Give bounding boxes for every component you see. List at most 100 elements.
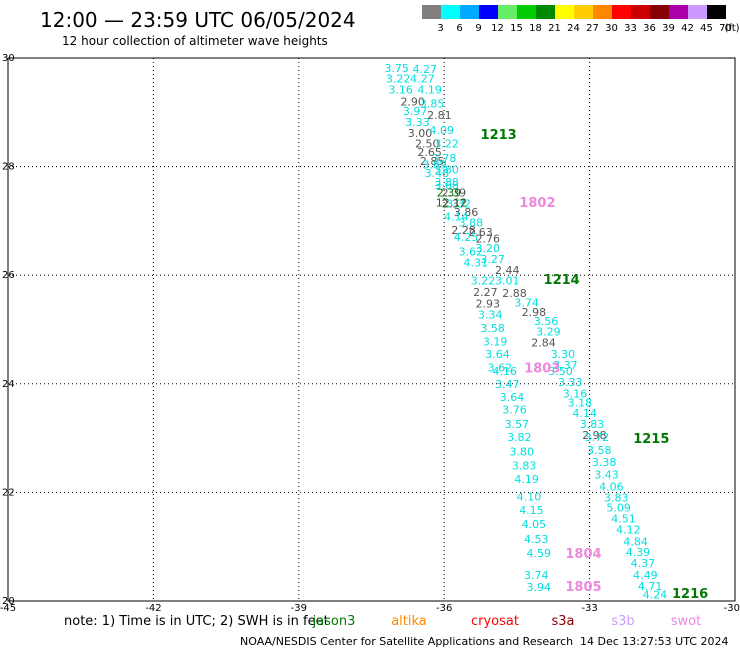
pass-time-label: 1216 — [672, 587, 708, 602]
wave-height-label: 3.50 — [548, 365, 573, 378]
wave-height-label: 3.56 — [534, 315, 559, 328]
pass-time-labels: 1213 1802 1214 1803 1215 1804 1805 1216 — [481, 128, 709, 602]
x-tick-label: -33 — [581, 603, 597, 614]
pass-time-label: 1214 — [544, 273, 580, 288]
legend-label-30: 30 — [605, 23, 618, 34]
y-tick-label: 30 — [2, 53, 15, 64]
wave-height-label: 12.12 — [436, 196, 468, 209]
pass-time-label: 1805 — [565, 580, 601, 595]
wave-height-label: 3.27 — [480, 253, 505, 266]
wave-height-label: 2.76 — [476, 232, 501, 245]
satellite-altika: altika — [391, 614, 427, 629]
legend-swatch-3 — [422, 5, 441, 19]
x-tick-label: -39 — [291, 603, 307, 614]
wave-height-label: 4.31 — [463, 257, 488, 270]
wave-height-label: 3.48 — [425, 167, 450, 180]
legend-label-27: 27 — [586, 23, 599, 34]
wave-height-label: 4.37 — [631, 557, 656, 570]
wave-height-label: 2.63 — [468, 226, 493, 239]
axis-ticks: -45 -42 -39 -36 -33 -30 20 22 24 26 28 30 — [0, 53, 740, 614]
legend-unit: (ft) — [724, 23, 739, 34]
legend-label-6: 6 — [456, 23, 462, 34]
wave-height-label: 3.83 — [580, 418, 605, 431]
wave-height-label: 3.88 — [434, 176, 459, 189]
y-tick-label: 20 — [2, 596, 15, 607]
wave-height-label: 4.15 — [519, 504, 544, 517]
wave-height-label: 2.98 — [522, 306, 547, 319]
wave-height-label: 3.80 — [509, 446, 534, 459]
legend-swatch-42 — [669, 5, 688, 19]
legend-label-3: 3 — [437, 23, 443, 34]
wave-height-label: 4.24 — [643, 588, 668, 601]
legend-swatch-24 — [555, 5, 574, 19]
satellite-legend: jason3 altika cryosat s3a s3b swot — [312, 614, 702, 629]
wave-height-label: 3.57 — [505, 418, 530, 431]
legend-swatch-30 — [593, 5, 612, 19]
y-tick-label: 28 — [2, 162, 15, 173]
legend-swatch-9 — [460, 5, 479, 19]
wave-height-label: 4.06 — [599, 480, 624, 493]
pass-time-label: 1804 — [565, 547, 601, 562]
legend-swatch-70 — [707, 5, 726, 19]
wave-height-label: 3.62 — [459, 245, 484, 258]
color-legend: 3 6 9 12 15 18 21 24 27 30 33 36 39 42 45 70(ft) — [422, 5, 740, 34]
wave-height-label: 2.84 — [531, 337, 556, 350]
legend-swatch-15 — [498, 5, 517, 19]
wave-height-label: 2.81 — [427, 109, 452, 122]
wave-height-label: 3.58 — [587, 444, 612, 457]
satellite-s3b: s3b — [611, 614, 634, 629]
wave-height-label: 3.22 — [434, 137, 459, 150]
legend-swatch-27 — [574, 5, 593, 19]
wave-height-label: 3.94 — [526, 581, 551, 594]
wave-height-label: 4.19 — [417, 83, 442, 96]
wave-height-label: 4.27 — [413, 63, 438, 76]
legend-label-33: 33 — [624, 23, 637, 34]
wave-height-label: 2.39 — [442, 187, 467, 200]
pass-time-label: 1215 — [633, 432, 669, 447]
wave-height-label: 3.74 — [514, 296, 539, 309]
chart-subtitle: 12 hour collection of altimeter wave hei… — [62, 34, 328, 48]
wave-height-label: 4.12 — [616, 523, 641, 536]
legend-swatch-36 — [631, 5, 650, 19]
wave-height-label: 3.01 — [495, 275, 520, 288]
legend-label-36: 36 — [643, 23, 656, 34]
wave-height-label: 4.39 — [626, 546, 651, 559]
wave-height-label: 3.74 — [524, 569, 549, 582]
y-tick-label: 22 — [2, 487, 15, 498]
wave-height-label: 4.51 — [611, 512, 636, 525]
wave-height-label: 3.16 — [388, 83, 413, 96]
legend-swatch-45 — [688, 5, 707, 19]
wave-height-label: 3.82 — [507, 431, 532, 444]
plot-area — [7, 57, 736, 602]
wave-height-label: 3.64 — [500, 391, 525, 404]
wave-height-label: 4.53 — [524, 533, 549, 546]
wave-height-label: 4.71 — [638, 580, 663, 593]
wave-height-label: 3.33 — [558, 376, 583, 389]
grid-lines — [8, 58, 735, 601]
legend-label-24: 24 — [567, 23, 580, 34]
legend-swatch-21 — [536, 5, 555, 19]
wave-height-label: 3.00 — [408, 127, 433, 140]
legend-label-18: 18 — [529, 23, 542, 34]
wave-height-label: 3.34 — [478, 308, 503, 321]
satellite-swot: swot — [671, 614, 701, 629]
legend-swatch-33 — [612, 5, 631, 19]
legend-label-21: 21 — [548, 23, 561, 34]
wave-height-label: 2.39 — [437, 187, 462, 200]
legend-swatch-39 — [650, 5, 669, 19]
wave-height-label: 3.30 — [551, 348, 576, 361]
wave-height-label: 3.83 — [604, 491, 629, 504]
timestamp-text: 14 Dec 13:27:53 UTC 2024 — [580, 635, 728, 648]
pass-time-label: 1803 — [524, 362, 560, 377]
satellite-jason3: jason3 — [312, 614, 356, 629]
plot-border — [7, 57, 736, 602]
wave-height-label: 3.64 — [485, 348, 510, 361]
wave-height-label: 3.32 — [446, 198, 471, 211]
wave-height-label: 3.22 — [471, 275, 496, 288]
legend-label-12: 12 — [491, 23, 504, 34]
legend-swatch-6 — [441, 5, 460, 19]
wave-height-label: 2.37 — [442, 198, 467, 211]
wave-height-label: 3.86 — [454, 206, 479, 219]
legend-label-45: 45 — [700, 23, 713, 34]
legend-swatch-18 — [517, 5, 536, 19]
